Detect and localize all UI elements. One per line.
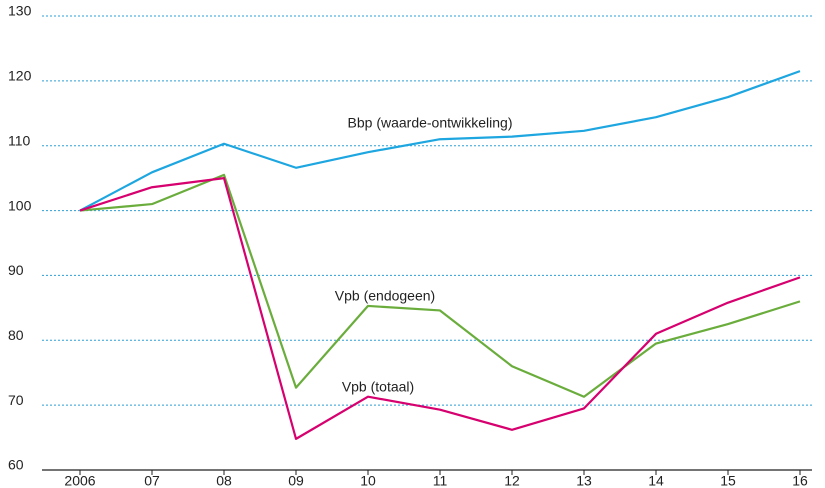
y-tick-label: 60	[8, 457, 24, 473]
x-tick-label: 10	[360, 473, 376, 488]
y-tick-label: 110	[8, 132, 31, 148]
x-tick-label: 2006	[64, 473, 95, 488]
series-line	[79, 173, 801, 398]
x-tick-label: 07	[144, 473, 160, 488]
y-tick-label: 70	[8, 392, 24, 408]
y-tick-label: 80	[8, 327, 24, 343]
x-tick-label: 09	[288, 473, 304, 488]
x-tick-label: 14	[648, 473, 664, 488]
x-tick-label: 16	[792, 473, 808, 488]
y-tick-label: 130	[8, 3, 32, 19]
y-tick-label: 120	[8, 68, 32, 84]
x-tick-label: 11	[433, 473, 448, 488]
series-label: Vpb (totaal)	[342, 379, 414, 395]
series-label: Bbp (waarde-ontwikkeling)	[348, 115, 513, 131]
x-tick-label: 13	[576, 473, 592, 488]
series-label: Vpb (endogeen)	[335, 288, 435, 304]
y-tick-label: 90	[8, 262, 24, 278]
x-tick-label: 12	[504, 473, 520, 488]
x-tick-label: 15	[720, 473, 736, 488]
x-tick-label: 08	[216, 473, 232, 488]
series-line	[79, 70, 801, 212]
series-line	[79, 177, 801, 440]
y-tick-label: 100	[8, 197, 32, 213]
